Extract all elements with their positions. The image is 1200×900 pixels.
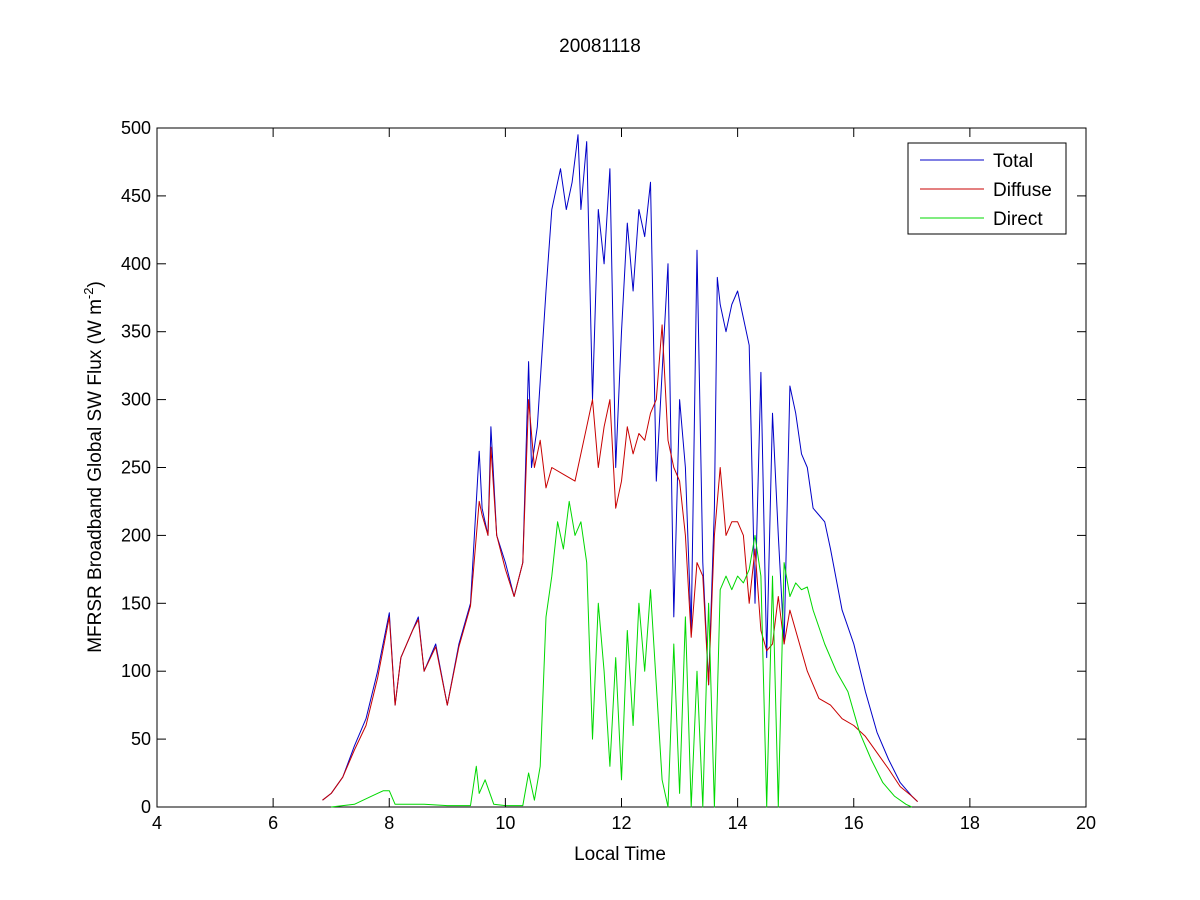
x-tick-label: 20 [1076, 813, 1096, 833]
y-tick-label: 0 [141, 797, 151, 817]
y-axis-title: MFRSR Broadband Global SW Flux (W m-2) [81, 281, 106, 653]
y-axis-title-superscript: -2 [81, 288, 96, 300]
legend-label-diffuse: Diffuse [993, 180, 1052, 201]
y-tick-label: 450 [121, 186, 151, 206]
x-axis-title: Local Time [574, 844, 666, 865]
x-tick-label: 14 [728, 813, 748, 833]
y-tick-label: 300 [121, 390, 151, 410]
y-tick-label: 50 [131, 729, 151, 749]
x-tick-label: 18 [960, 813, 980, 833]
y-axis-title-main: MFRSR Broadband Global SW Flux (W m [85, 299, 106, 653]
x-tick-label: 4 [152, 813, 162, 833]
series-line-direct [331, 500, 913, 808]
x-tick-label: 8 [384, 813, 394, 833]
legend-label-direct: Direct [993, 209, 1043, 230]
x-tick-label: 6 [268, 813, 278, 833]
x-tick-label: 10 [495, 813, 515, 833]
legend: Total Diffuse Direct [907, 142, 1067, 235]
legend-label-total: Total [993, 151, 1033, 172]
series-line-total [322, 134, 918, 802]
plot-area-frame [156, 127, 1087, 808]
y-tick-label: 150 [121, 593, 151, 613]
y-tick-label: 400 [121, 254, 151, 274]
series-layer [322, 134, 918, 808]
chart-title: 20081118 [559, 36, 641, 57]
y-tick-label: 350 [121, 322, 151, 342]
y-tick-label: 500 [121, 118, 151, 138]
y-axis-title-close: ) [85, 281, 106, 287]
axis-ticks: 4 6 8 10 12 14 16 18 200501001502002503003504004… [121, 118, 1096, 833]
x-tick-label: 12 [611, 813, 631, 833]
series-line-diffuse [322, 324, 918, 802]
y-tick-label: 250 [121, 458, 151, 478]
y-tick-label: 100 [121, 661, 151, 681]
x-tick-label: 16 [844, 813, 864, 833]
y-tick-label: 200 [121, 525, 151, 545]
